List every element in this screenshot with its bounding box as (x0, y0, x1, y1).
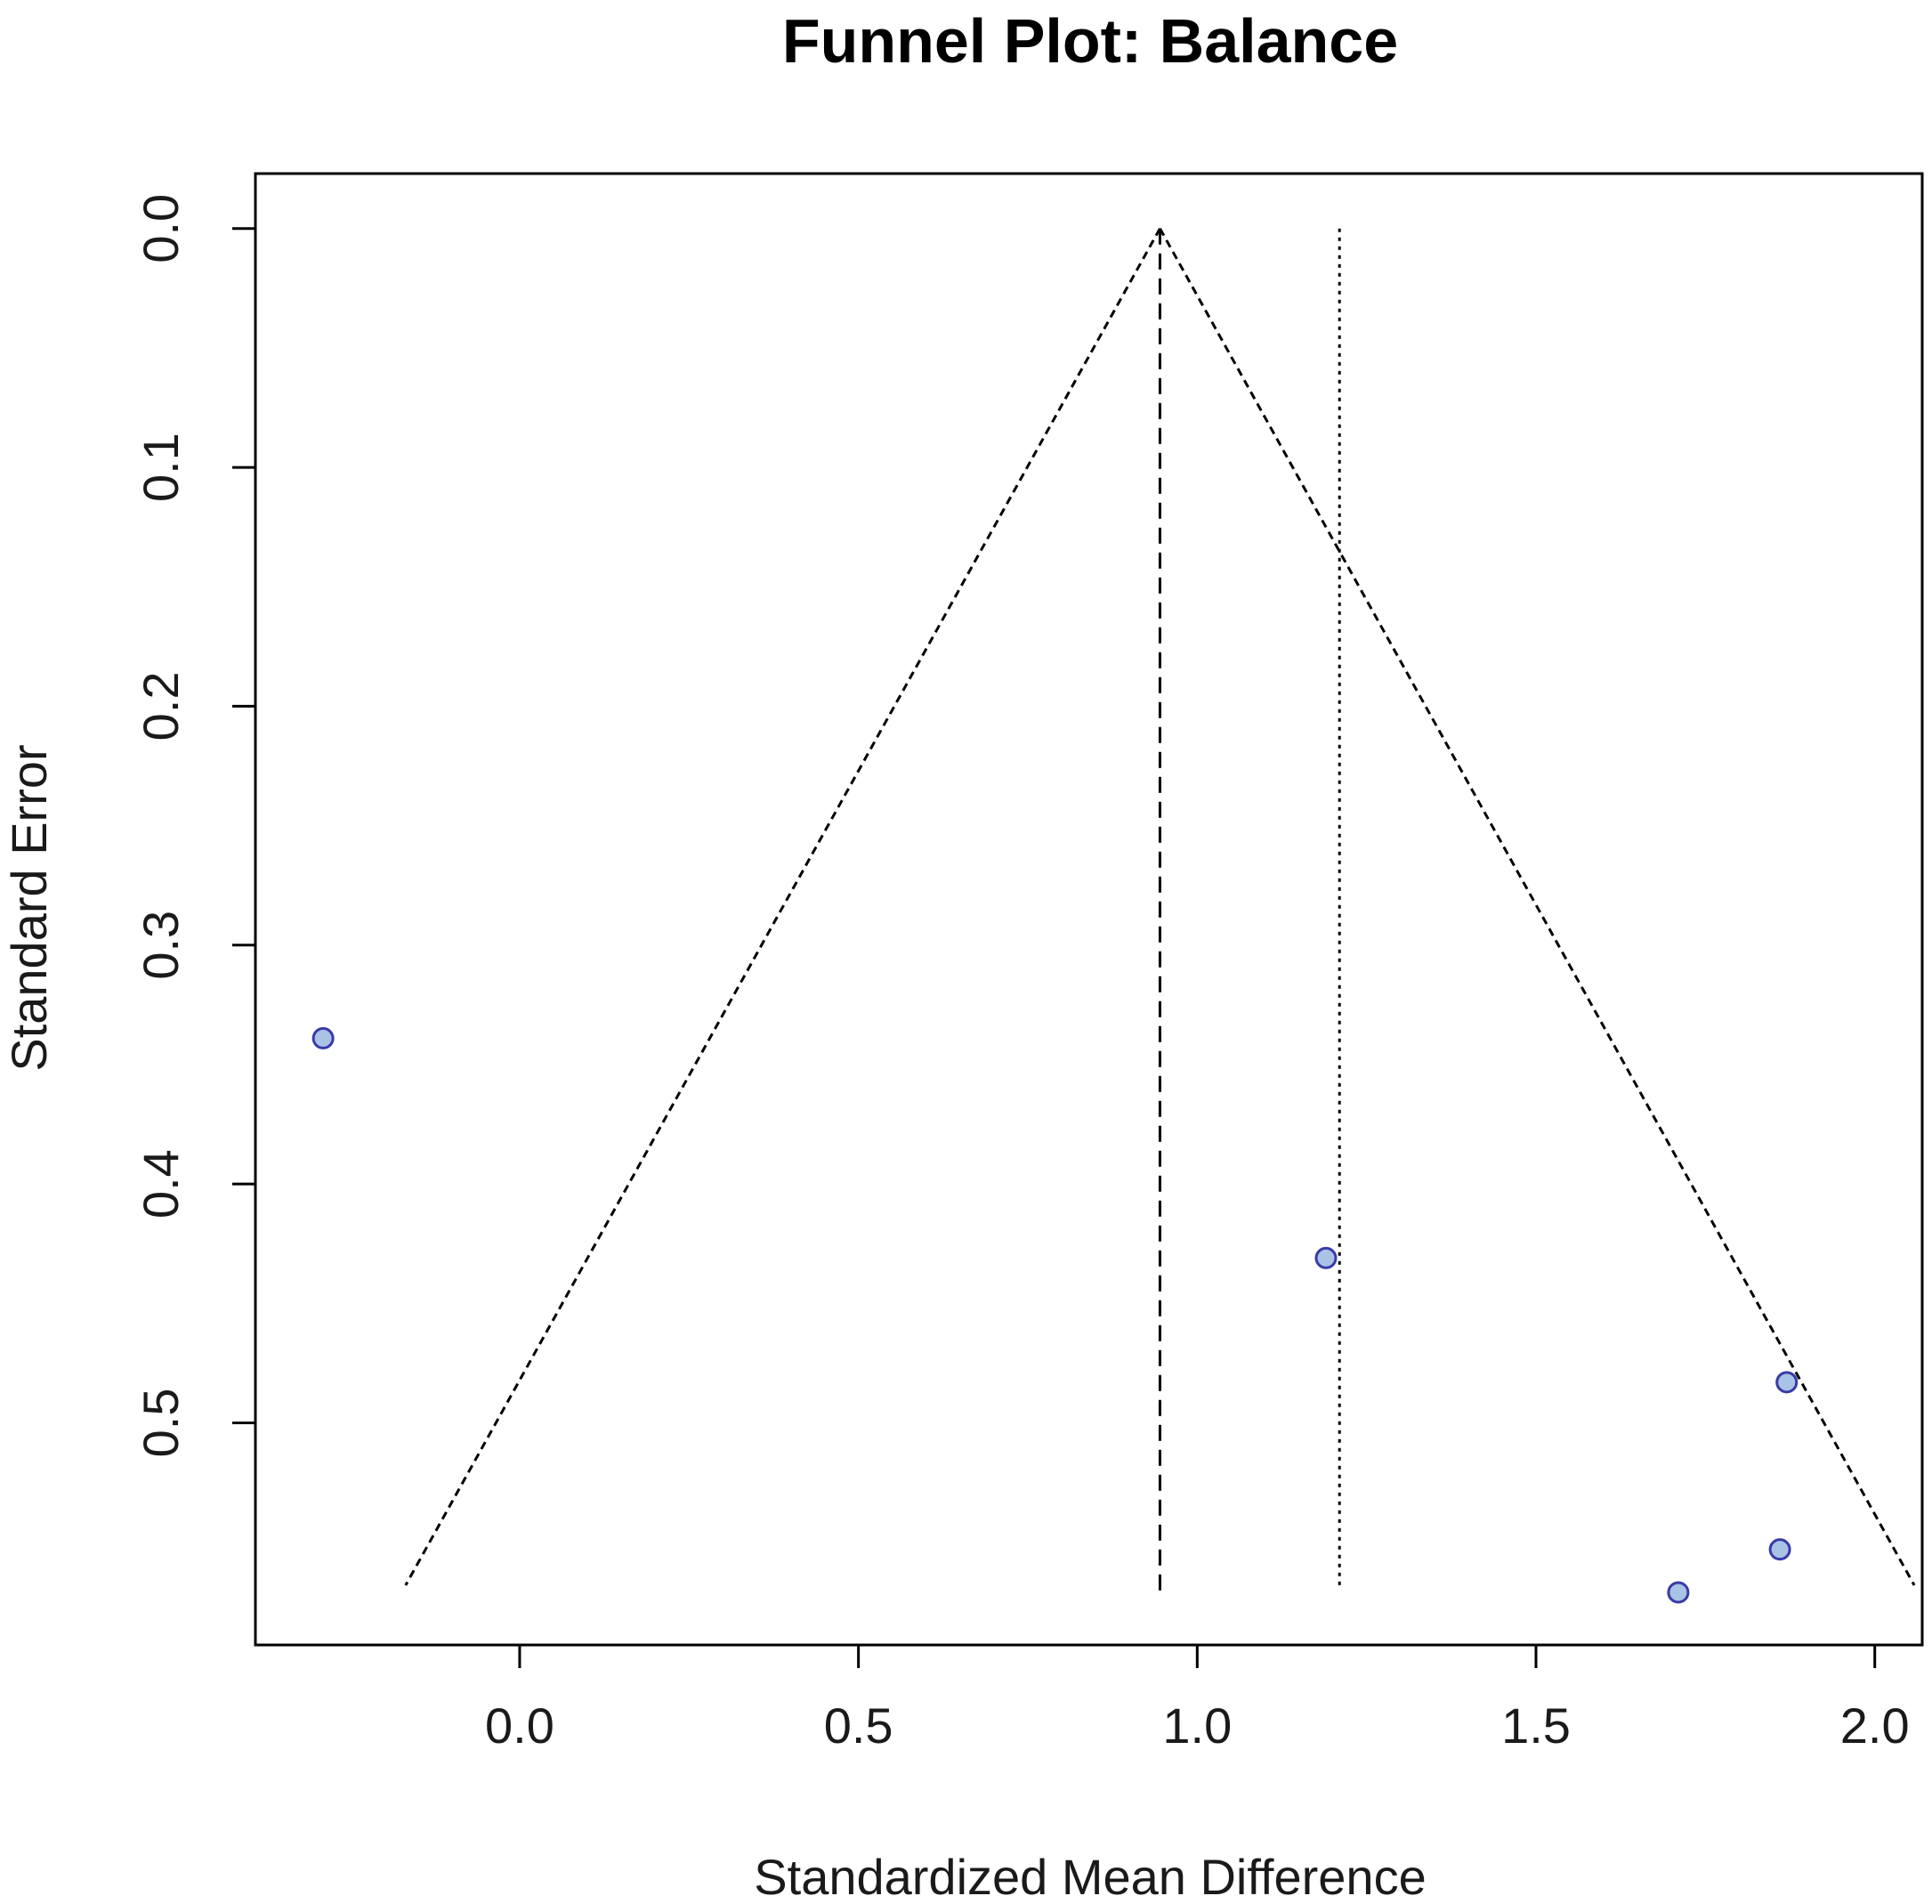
y-tick-label: 0.1 (133, 433, 189, 502)
x-tick-label: 0.0 (485, 1697, 554, 1754)
funnel-lines (404, 227, 1916, 1592)
x-tick-label: 1.5 (1501, 1697, 1571, 1754)
y-axis: 0.0 0.1 0.2 0.3 0.4 0.5 (133, 194, 255, 1458)
study-point (311, 1026, 335, 1049)
x-tick-label: 0.5 (824, 1697, 893, 1754)
study-point (1775, 1371, 1799, 1394)
chart-title: Funnel Plot: Balance (782, 6, 1398, 76)
funnel-left-boundary (404, 227, 1161, 1586)
plot-frame (254, 172, 1924, 1647)
funnel-right-boundary (1159, 227, 1916, 1586)
y-tick-label: 0.2 (133, 671, 189, 741)
x-axis: 0.0 0.5 1.0 1.5 2.0 (485, 1645, 1910, 1754)
x-axis-label: Standardized Mean Difference (754, 1849, 1426, 1904)
y-tick-label: 0.0 (133, 194, 189, 263)
study-points (311, 1026, 1799, 1604)
study-point (1314, 1246, 1338, 1269)
study-point (1667, 1581, 1690, 1604)
y-tick-label: 0.5 (133, 1389, 189, 1458)
y-tick-label: 0.3 (133, 911, 189, 980)
x-tick-label: 1.0 (1162, 1697, 1232, 1754)
x-tick-label: 2.0 (1840, 1697, 1910, 1754)
y-tick-label: 0.4 (133, 1149, 189, 1219)
y-axis-label: Standard Error (1, 744, 57, 1071)
study-point (1768, 1538, 1791, 1561)
